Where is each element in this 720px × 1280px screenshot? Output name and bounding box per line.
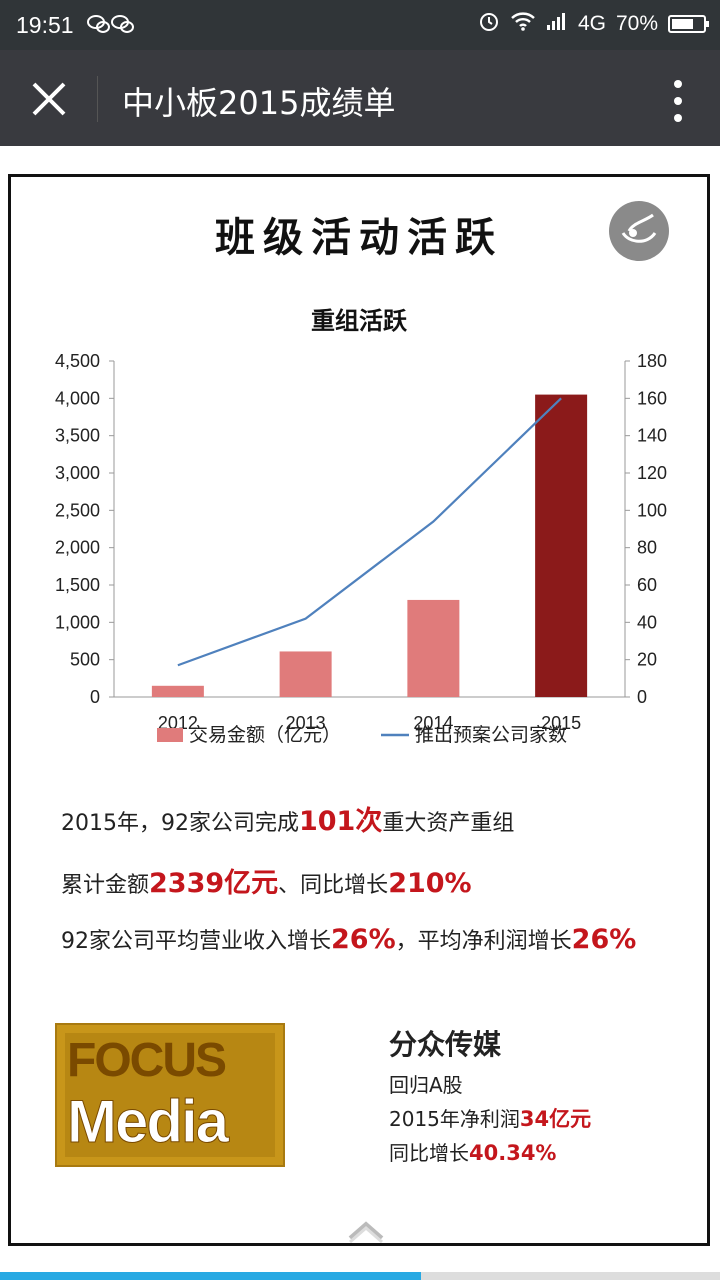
- stat-highlight: 101次: [298, 806, 383, 837]
- logo-word-media: Media: [66, 1088, 229, 1156]
- stat-line: 92家公司平均营业收入增长26%，平均净利润增长26%: [61, 923, 636, 985]
- focus-media-logo: FOCUS Media: [55, 1023, 285, 1167]
- signal-icon: [546, 11, 568, 37]
- stat-line: 累计金额2339亿元、同比增长210%: [61, 861, 636, 923]
- stat-highlight: 26%: [571, 924, 637, 955]
- y-right-tick-label: 60: [637, 575, 657, 595]
- company-name: 分众传媒: [389, 1028, 502, 1061]
- x-tick-label: 2013: [286, 713, 326, 733]
- company-line-3: 同比增长40.34%: [389, 1137, 591, 1171]
- y-right-tick-label: 40: [637, 612, 657, 632]
- stat-text: 、同比增长: [278, 873, 389, 898]
- y-left-tick-label: 1,500: [55, 575, 100, 595]
- company-line-2: 2015年净利润34亿元: [389, 1103, 591, 1137]
- app-header: 中小板2015成绩单: [0, 50, 720, 146]
- y-left-tick-label: 0: [90, 687, 100, 707]
- status-time: 19:51: [16, 12, 74, 38]
- stat-line: 2015年，92家公司完成101次重大资产重组: [61, 799, 636, 861]
- reading-progress-bar: [0, 1272, 720, 1280]
- y-right-tick-label: 120: [637, 463, 667, 483]
- network-type: 4G: [577, 12, 606, 35]
- brand-logo-icon: [609, 201, 669, 261]
- y-left-tick-label: 500: [70, 650, 100, 670]
- stat-highlight: 2339亿元: [149, 868, 279, 899]
- y-right-tick-label: 20: [637, 650, 657, 670]
- y-left-tick-label: 3,000: [55, 463, 100, 483]
- bar-2012: [151, 685, 204, 697]
- scroll-up-icon[interactable]: [346, 1216, 386, 1244]
- y-left-tick-label: 4,000: [55, 388, 100, 408]
- combo-chart: 0 500 1,000 1,500 2,000 2,500 3,000 3,500 4,000 4…: [55, 351, 667, 746]
- company-profit-value: 34亿元: [519, 1107, 592, 1131]
- header-divider: [97, 76, 98, 122]
- y-right-tick-label: 180: [637, 351, 667, 371]
- x-tick-label: 2014: [413, 713, 453, 733]
- y-left-tick-label: 4,500: [55, 351, 100, 371]
- y-right-tick-label: 160: [637, 388, 667, 408]
- stat-highlight: 26%: [331, 924, 396, 955]
- legend-bar-swatch: [157, 728, 183, 742]
- company-line-2-text: 2015年净利润: [389, 1107, 520, 1131]
- battery-percent: 70%: [615, 12, 658, 35]
- y-right-tick-label: 0: [637, 687, 647, 707]
- y-right-tick-label: 80: [637, 538, 657, 558]
- poster-title: 班级活动活跃: [215, 214, 503, 261]
- bar-2015: [535, 394, 588, 697]
- more-vertical-icon[interactable]: [666, 76, 690, 126]
- stat-text: 92家公司平均营业收入增长: [61, 929, 331, 954]
- stat-text: ，平均净利润增长: [395, 929, 572, 954]
- article-content[interactable]: 班级活动活跃 重组活跃 0 500 1,000 1,500 2,000 2,500 3,00…: [0, 146, 720, 1280]
- company-line-1: 回归A股: [389, 1073, 463, 1097]
- company-line-3-text: 同比增长: [389, 1141, 469, 1165]
- stats-block: 2015年，92家公司完成101次重大资产重组 累计金额2339亿元、同比增长21…: [61, 799, 636, 985]
- chart-title: 重组活跃: [311, 307, 407, 335]
- line-series-companies: [177, 397, 562, 667]
- company-growth-value: 40.34%: [469, 1141, 557, 1165]
- battery-icon: [668, 15, 709, 33]
- bar-2013: [279, 651, 332, 697]
- y-left-tick-label: 3,500: [55, 426, 100, 446]
- y-right-tick-label: 140: [637, 426, 667, 446]
- stat-highlight: 210%: [388, 868, 472, 899]
- legend-line-label: 推出预案公司家数: [415, 724, 567, 746]
- wifi-icon: [510, 11, 536, 37]
- logo-word-focus: FOCUS: [67, 1034, 227, 1087]
- page-title: 中小板2015成绩单: [122, 84, 396, 122]
- alarm-icon: [478, 10, 500, 38]
- x-tick-label: 2015: [541, 713, 581, 733]
- stat-text: 2015年，92家公司完成: [61, 811, 299, 836]
- close-icon[interactable]: [22, 72, 76, 126]
- status-bar: 19:51 4G 70%: [0, 0, 720, 50]
- wechat-notification-icon: [86, 12, 138, 42]
- bar-2014: [407, 599, 460, 697]
- y-left-tick-label: 1,000: [55, 612, 100, 632]
- y-left-tick-label: 2,500: [55, 500, 100, 520]
- poster-image: 班级活动活跃 重组活跃 0 500 1,000 1,500 2,000 2,500 3,00…: [8, 174, 710, 1246]
- legend-bar-label: 交易金额（亿元）: [189, 724, 341, 746]
- stat-text: 重大资产重组: [382, 811, 515, 836]
- company-info: 分众传媒 回归A股 2015年净利润34亿元 同比增长40.34%: [389, 1023, 591, 1171]
- y-right-tick-label: 100: [637, 500, 667, 520]
- reading-progress-fill: [0, 1272, 422, 1280]
- stat-text: 累计金额: [61, 873, 150, 898]
- y-left-tick-label: 2,000: [55, 538, 100, 558]
